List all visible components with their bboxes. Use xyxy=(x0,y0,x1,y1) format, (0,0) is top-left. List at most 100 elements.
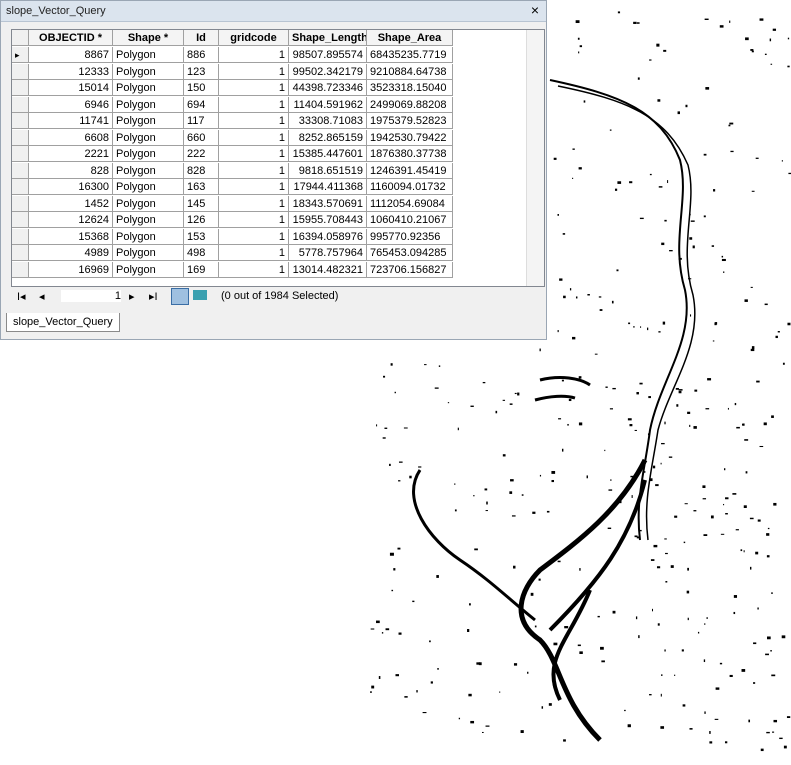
speck xyxy=(728,125,730,127)
table-cell: 18343.570691 xyxy=(289,196,367,212)
speck xyxy=(725,497,728,499)
table-cell: 98507.895574 xyxy=(289,47,367,63)
next-button[interactable]: ▸ xyxy=(129,290,135,303)
speck xyxy=(423,712,427,713)
speck xyxy=(744,505,747,508)
speck xyxy=(676,388,679,390)
speck xyxy=(610,479,611,480)
speck xyxy=(667,180,668,183)
speck xyxy=(578,645,581,647)
speck xyxy=(771,675,775,677)
speck xyxy=(729,21,730,23)
row-selector[interactable] xyxy=(12,245,29,261)
table-tab[interactable]: slope_Vector_Query xyxy=(6,313,120,332)
speck xyxy=(712,245,714,247)
speck xyxy=(418,466,421,467)
speck xyxy=(771,64,773,65)
speck xyxy=(655,484,658,486)
column-header[interactable]: Shape_Length xyxy=(289,30,367,46)
speck xyxy=(399,462,403,463)
prev-button[interactable]: ◂ xyxy=(39,290,45,303)
table-cell: Polygon xyxy=(113,179,184,195)
speck xyxy=(757,607,758,609)
row-selector[interactable] xyxy=(12,130,29,146)
row-selector[interactable] xyxy=(12,196,29,212)
speck xyxy=(615,189,617,191)
all-records-button[interactable] xyxy=(171,288,189,305)
speck xyxy=(435,387,439,388)
speck xyxy=(579,376,582,378)
column-header[interactable]: gridcode xyxy=(219,30,289,46)
column-header[interactable]: OBJECTID * xyxy=(29,30,113,46)
table-cell: Polygon xyxy=(113,262,184,278)
speck xyxy=(773,503,776,506)
row-selector[interactable] xyxy=(12,179,29,195)
speck xyxy=(716,687,720,689)
speck xyxy=(376,424,377,426)
record-number[interactable]: 1 xyxy=(61,290,121,302)
speck xyxy=(483,382,486,383)
speck xyxy=(376,621,380,624)
table-cell: 11404.591962 xyxy=(289,97,367,113)
vertical-scrollbar[interactable] xyxy=(526,30,544,286)
speck xyxy=(771,592,773,593)
speck xyxy=(510,403,513,404)
speck xyxy=(652,609,653,611)
row-selector[interactable] xyxy=(12,229,29,245)
speck xyxy=(448,402,449,403)
speck xyxy=(509,491,512,494)
speck xyxy=(745,37,749,40)
speck xyxy=(635,535,638,537)
speck xyxy=(458,428,459,431)
table-cell: 150 xyxy=(184,80,219,96)
column-header[interactable]: Shape_Area xyxy=(367,30,453,46)
speck xyxy=(755,552,758,555)
speck xyxy=(767,636,771,639)
first-button[interactable]: I◂ xyxy=(17,290,26,303)
row-selector[interactable] xyxy=(12,163,29,179)
table-cell: 1 xyxy=(219,245,289,261)
speck xyxy=(503,454,506,456)
speck xyxy=(760,18,764,20)
speck xyxy=(563,296,566,299)
row-selector[interactable]: ▸ xyxy=(12,47,29,63)
speck xyxy=(746,471,748,473)
table-cell: 12333 xyxy=(29,64,113,80)
row-selector[interactable] xyxy=(12,97,29,113)
row-selector[interactable] xyxy=(12,113,29,129)
speck xyxy=(683,704,686,706)
speck xyxy=(682,649,684,651)
speck xyxy=(745,299,748,302)
column-header[interactable]: Id xyxy=(184,30,219,46)
speck xyxy=(600,647,604,650)
selected-records-button[interactable] xyxy=(193,290,207,300)
row-selector[interactable] xyxy=(12,212,29,228)
speck xyxy=(510,479,514,481)
last-button[interactable]: ▸I xyxy=(149,290,158,303)
row-selector[interactable] xyxy=(12,64,29,80)
column-header[interactable]: Shape * xyxy=(113,30,184,46)
table-cell: 1975379.52823 xyxy=(367,113,453,129)
row-selector[interactable] xyxy=(12,80,29,96)
table-cell: 169 xyxy=(184,262,219,278)
speck xyxy=(709,741,712,743)
table-cell: Polygon xyxy=(113,47,184,63)
table: OBJECTID *Shape *IdgridcodeShape_LengthS… xyxy=(11,29,545,287)
speck xyxy=(788,38,789,40)
river-channel xyxy=(414,470,535,620)
speck xyxy=(765,654,769,656)
title-bar: slope_Vector_Query × xyxy=(1,1,546,22)
speck xyxy=(704,659,705,662)
speck xyxy=(704,215,706,217)
row-selector[interactable] xyxy=(12,146,29,162)
close-button[interactable]: × xyxy=(531,2,539,18)
speck xyxy=(756,381,759,383)
table-cell: 68435235.7719 xyxy=(367,47,453,63)
speck xyxy=(485,488,488,490)
table-cell: 3523318.15040 xyxy=(367,80,453,96)
speck xyxy=(649,478,652,481)
table-cell: 145 xyxy=(184,196,219,212)
speck xyxy=(685,503,688,504)
speck xyxy=(558,418,561,419)
row-selector[interactable] xyxy=(12,262,29,278)
